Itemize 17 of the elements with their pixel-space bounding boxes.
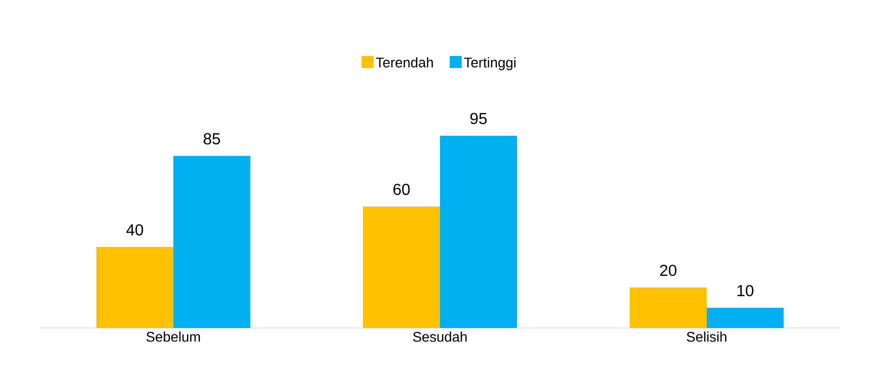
bar [96, 247, 174, 328]
data-label: 40 [126, 224, 144, 236]
bar [630, 288, 707, 328]
data-label: 20 [660, 264, 676, 276]
data-label: 95 [470, 112, 487, 124]
data-label: 60 [393, 184, 410, 196]
x-tick-label: Selisih [686, 332, 726, 342]
bar [706, 308, 784, 328]
x-tick-label: Sebelum [146, 332, 200, 342]
data-label: 10 [738, 284, 754, 296]
data-label: 85 [204, 133, 220, 144]
legend-label: Tertinggi [464, 57, 516, 70]
x-tick-label: Sesudah [413, 332, 467, 342]
bar [363, 206, 440, 328]
bar [173, 156, 250, 328]
legend-label: Terendah [376, 57, 433, 68]
bar [440, 136, 518, 328]
